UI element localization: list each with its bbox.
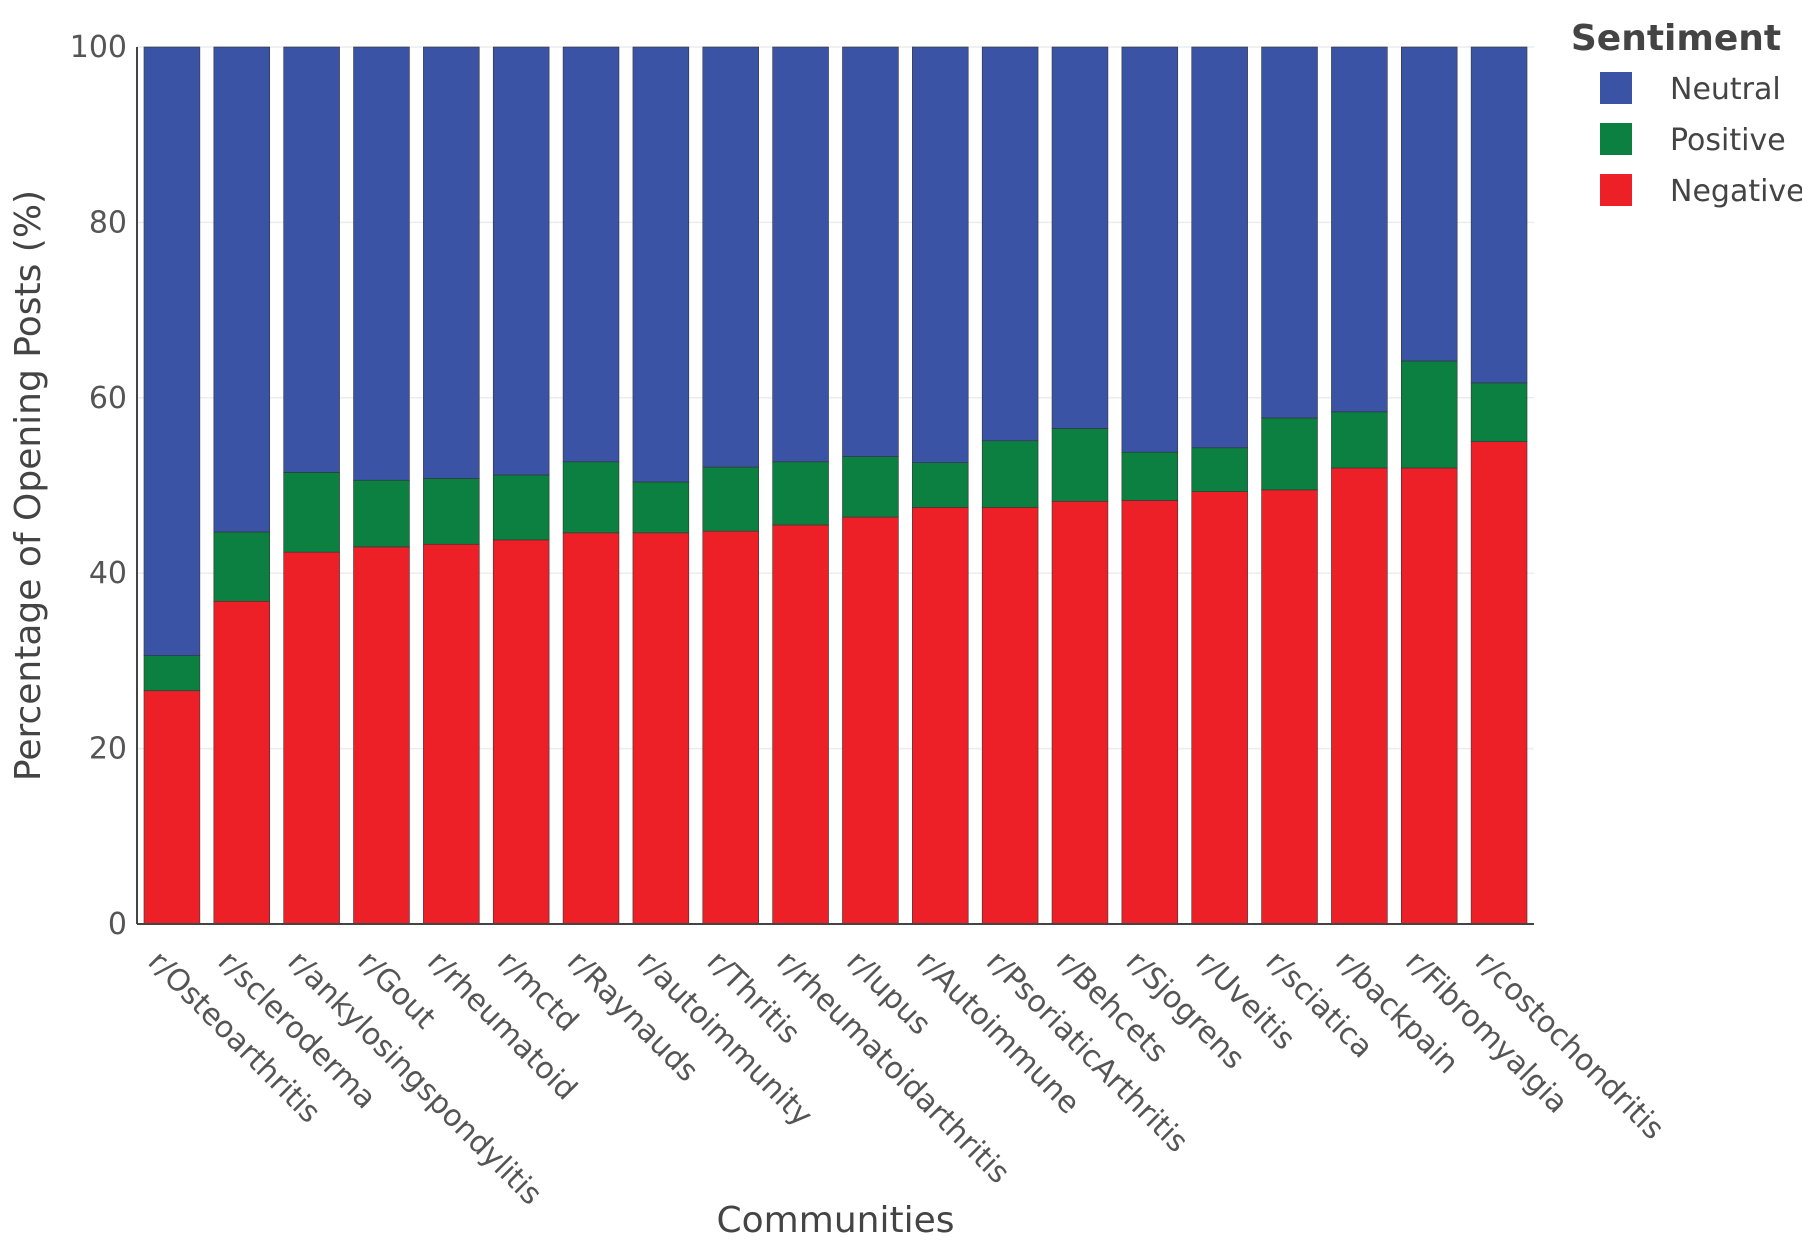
bar-negative-6 bbox=[562, 532, 620, 925]
bar-negative-19 bbox=[1470, 441, 1528, 925]
bar-neutral-17 bbox=[1331, 46, 1388, 413]
bar-neutral-4 bbox=[423, 46, 480, 479]
bar-negative-15 bbox=[1191, 491, 1248, 925]
bar-neutral-0 bbox=[143, 46, 201, 656]
bar-neutral-9 bbox=[772, 46, 829, 463]
y-axis-title: Percentage of Opening Posts (%) bbox=[8, 190, 49, 781]
bar-negative-8 bbox=[702, 530, 759, 925]
y-tick-label-3: 60 bbox=[89, 381, 127, 416]
bar-positive-19 bbox=[1470, 382, 1528, 442]
bar-positive-4 bbox=[423, 478, 480, 545]
bar-neutral-7 bbox=[632, 46, 690, 483]
bar-negative-0 bbox=[143, 690, 201, 925]
bar-positive-3 bbox=[353, 479, 410, 548]
bar-negative-16 bbox=[1261, 489, 1318, 925]
bar-positive-12 bbox=[981, 440, 1039, 508]
bar-neutral-18 bbox=[1400, 46, 1458, 362]
bar-neutral-15 bbox=[1191, 46, 1248, 449]
bar-positive-14 bbox=[1121, 451, 1179, 501]
bar-positive-10 bbox=[842, 456, 899, 518]
bar-positive-6 bbox=[562, 461, 620, 534]
legend-label-neutral: Neutral bbox=[1670, 72, 1781, 107]
bar-neutral-14 bbox=[1121, 46, 1179, 453]
bar-negative-18 bbox=[1400, 467, 1458, 925]
legend-title: Sentiment bbox=[1571, 18, 1781, 59]
gridlines bbox=[137, 46, 1534, 750]
bar-positive-16 bbox=[1261, 417, 1318, 491]
bar-positive-0 bbox=[143, 655, 201, 692]
bar-negative-14 bbox=[1121, 500, 1179, 925]
x-tick-labels: r/Osteoarthritisr/sclerodermar/ankylosin… bbox=[141, 944, 1671, 1212]
bar-negative-2 bbox=[283, 551, 340, 925]
bar-neutral-5 bbox=[492, 46, 550, 476]
bar-negative-11 bbox=[912, 507, 969, 925]
y-tick-label-4: 80 bbox=[89, 205, 127, 240]
bar-neutral-19 bbox=[1470, 46, 1528, 384]
x-axis-title: Communities bbox=[717, 1200, 955, 1236]
bar-neutral-13 bbox=[1051, 46, 1109, 429]
legend-swatch-positive bbox=[1600, 123, 1632, 155]
bar-negative-17 bbox=[1331, 467, 1388, 925]
bar-negative-3 bbox=[353, 546, 410, 925]
bar-positive-17 bbox=[1331, 411, 1388, 469]
bar-positive-9 bbox=[772, 461, 829, 526]
bar-negative-5 bbox=[492, 539, 550, 925]
bar-negative-7 bbox=[632, 532, 690, 925]
bar-positive-11 bbox=[912, 462, 969, 508]
y-tick-label-1: 20 bbox=[89, 732, 127, 767]
axes bbox=[136, 47, 1534, 925]
bar-positive-2 bbox=[283, 472, 340, 553]
bar-negative-12 bbox=[981, 507, 1039, 925]
y-tick-label-2: 40 bbox=[89, 556, 127, 591]
bar-positive-7 bbox=[632, 481, 690, 534]
bar-positive-1 bbox=[213, 531, 271, 602]
legend: Sentiment Neutral Positive Negative bbox=[1571, 18, 1802, 209]
bar-neutral-16 bbox=[1261, 46, 1318, 419]
bar-positive-18 bbox=[1400, 360, 1458, 469]
bars bbox=[143, 46, 1528, 925]
bar-neutral-6 bbox=[562, 46, 620, 463]
bar-positive-15 bbox=[1191, 447, 1248, 492]
bar-positive-13 bbox=[1051, 428, 1109, 502]
legend-swatch-negative bbox=[1600, 174, 1632, 206]
y-tick-label-5: 100 bbox=[70, 30, 127, 65]
bar-negative-10 bbox=[842, 516, 899, 925]
bar-positive-8 bbox=[702, 466, 759, 532]
bar-positive-5 bbox=[492, 474, 550, 541]
bar-neutral-2 bbox=[283, 46, 340, 473]
bar-neutral-1 bbox=[213, 46, 271, 533]
bar-negative-4 bbox=[423, 543, 480, 925]
bar-neutral-11 bbox=[912, 46, 969, 463]
bar-neutral-12 bbox=[981, 46, 1039, 442]
y-tick-labels: 0 20 40 60 80 100 bbox=[70, 30, 127, 942]
legend-label-negative: Negative bbox=[1670, 174, 1802, 209]
bar-neutral-10 bbox=[842, 46, 899, 457]
y-tick-label-0: 0 bbox=[108, 907, 127, 942]
bar-neutral-8 bbox=[702, 46, 759, 468]
bar-negative-9 bbox=[772, 524, 829, 925]
bar-negative-1 bbox=[213, 600, 271, 925]
bar-negative-13 bbox=[1051, 500, 1109, 925]
legend-swatch-neutral bbox=[1600, 72, 1632, 104]
bar-neutral-3 bbox=[353, 46, 410, 481]
legend-label-positive: Positive bbox=[1670, 123, 1786, 158]
